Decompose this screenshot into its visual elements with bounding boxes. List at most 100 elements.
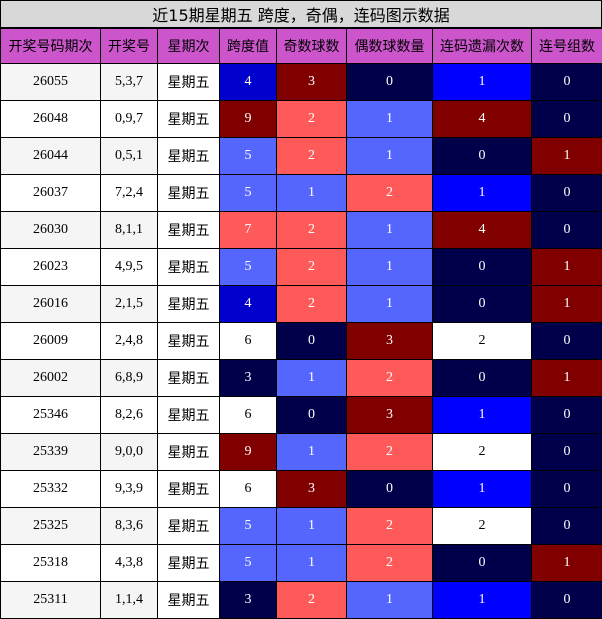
cell-consec: 1 <box>532 360 602 397</box>
header-odd: 奇数球数 <box>277 29 347 64</box>
cell-gap: 1 <box>433 64 532 101</box>
cell-numbers: 4,9,5 <box>101 249 158 286</box>
cell-weekday: 星期五 <box>158 582 220 619</box>
cell-span: 6 <box>220 471 277 508</box>
cell-weekday: 星期五 <box>158 545 220 582</box>
cell-span: 9 <box>220 101 277 138</box>
cell-odd: 2 <box>277 249 347 286</box>
cell-odd: 3 <box>277 64 347 101</box>
cell-issue: 26037 <box>1 175 101 212</box>
cell-numbers: 4,3,8 <box>101 545 158 582</box>
cell-gap: 1 <box>433 175 532 212</box>
cell-weekday: 星期五 <box>158 360 220 397</box>
header-weekday: 星期次 <box>158 29 220 64</box>
cell-weekday: 星期五 <box>158 286 220 323</box>
cell-span: 5 <box>220 545 277 582</box>
cell-issue: 25325 <box>1 508 101 545</box>
cell-consec: 0 <box>532 582 602 619</box>
cell-consec: 1 <box>532 138 602 175</box>
cell-odd: 0 <box>277 397 347 434</box>
cell-span: 6 <box>220 397 277 434</box>
cell-span: 3 <box>220 360 277 397</box>
cell-numbers: 1,1,4 <box>101 582 158 619</box>
cell-numbers: 7,2,4 <box>101 175 158 212</box>
cell-weekday: 星期五 <box>158 249 220 286</box>
cell-gap: 0 <box>433 545 532 582</box>
cell-weekday: 星期五 <box>158 175 220 212</box>
cell-consec: 1 <box>532 545 602 582</box>
cell-gap: 1 <box>433 582 532 619</box>
cell-weekday: 星期五 <box>158 397 220 434</box>
cell-odd: 2 <box>277 101 347 138</box>
cell-issue: 26002 <box>1 360 101 397</box>
cell-issue: 25346 <box>1 397 101 434</box>
cell-numbers: 8,1,1 <box>101 212 158 249</box>
cell-odd: 1 <box>277 175 347 212</box>
cell-consec: 0 <box>532 212 602 249</box>
cell-issue: 26023 <box>1 249 101 286</box>
cell-issue: 25311 <box>1 582 101 619</box>
cell-span: 4 <box>220 64 277 101</box>
cell-even: 1 <box>347 138 433 175</box>
cell-consec: 0 <box>532 434 602 471</box>
cell-odd: 2 <box>277 138 347 175</box>
cell-gap: 0 <box>433 138 532 175</box>
cell-even: 1 <box>347 249 433 286</box>
cell-even: 2 <box>347 360 433 397</box>
cell-consec: 0 <box>532 471 602 508</box>
cell-odd: 2 <box>277 286 347 323</box>
cell-odd: 1 <box>277 545 347 582</box>
cell-weekday: 星期五 <box>158 212 220 249</box>
cell-numbers: 0,5,1 <box>101 138 158 175</box>
cell-odd: 3 <box>277 471 347 508</box>
cell-even: 1 <box>347 582 433 619</box>
cell-odd: 1 <box>277 508 347 545</box>
cell-consec: 0 <box>532 397 602 434</box>
cell-gap: 0 <box>433 286 532 323</box>
cell-even: 0 <box>347 64 433 101</box>
cell-numbers: 9,3,9 <box>101 471 158 508</box>
cell-consec: 1 <box>532 249 602 286</box>
cell-weekday: 星期五 <box>158 101 220 138</box>
cell-issue: 26016 <box>1 286 101 323</box>
cell-odd: 0 <box>277 323 347 360</box>
cell-gap: 2 <box>433 508 532 545</box>
cell-weekday: 星期五 <box>158 434 220 471</box>
cell-even: 1 <box>347 212 433 249</box>
header-numbers: 开奖号 <box>101 29 158 64</box>
cell-numbers: 9,0,0 <box>101 434 158 471</box>
cell-even: 1 <box>347 101 433 138</box>
cell-issue: 25332 <box>1 471 101 508</box>
cell-consec: 0 <box>532 101 602 138</box>
cell-odd: 2 <box>277 582 347 619</box>
cell-even: 0 <box>347 471 433 508</box>
cell-gap: 0 <box>433 360 532 397</box>
cell-span: 9 <box>220 434 277 471</box>
cell-span: 5 <box>220 138 277 175</box>
cell-even: 2 <box>347 508 433 545</box>
cell-span: 6 <box>220 323 277 360</box>
cell-span: 4 <box>220 286 277 323</box>
cell-gap: 2 <box>433 323 532 360</box>
cell-span: 5 <box>220 249 277 286</box>
cell-weekday: 星期五 <box>158 471 220 508</box>
cell-numbers: 2,4,8 <box>101 323 158 360</box>
cell-issue: 25339 <box>1 434 101 471</box>
page-title: 近15期星期五 跨度，奇偶，连码图示数据 <box>0 0 602 28</box>
cell-span: 5 <box>220 175 277 212</box>
header-issue: 开奖号码期次 <box>1 29 101 64</box>
cell-consec: 0 <box>532 175 602 212</box>
cell-weekday: 星期五 <box>158 508 220 545</box>
data-table: 开奖号码期次 开奖号 星期次 跨度值 奇数球数 偶数球数量 连码遗漏次数 连号组… <box>0 28 602 619</box>
